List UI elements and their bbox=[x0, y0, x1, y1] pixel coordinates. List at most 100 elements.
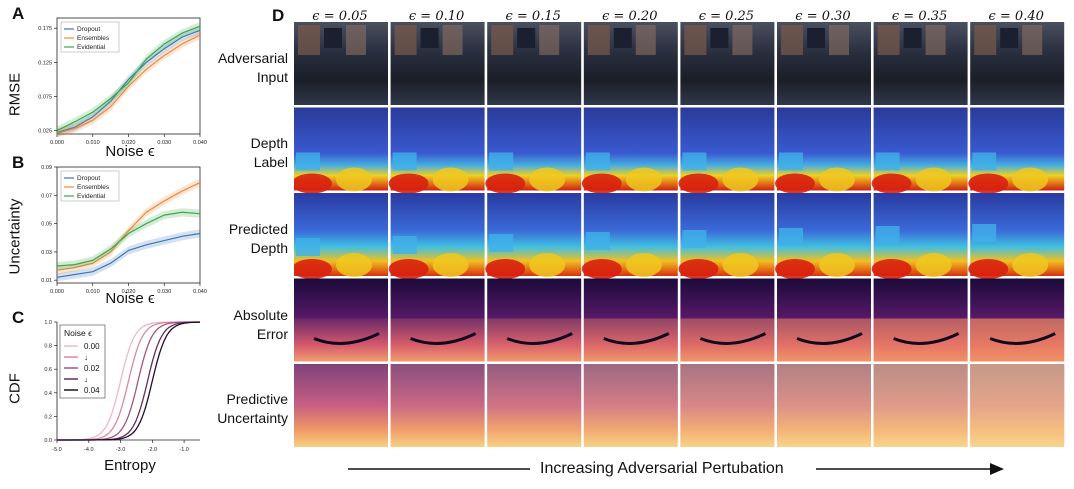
image-grid bbox=[294, 22, 1065, 447]
depth-object-shape bbox=[294, 259, 332, 279]
column-header: ϵ = 0.10 bbox=[408, 9, 465, 24]
column-header: ϵ = 0.15 bbox=[505, 9, 561, 24]
chart-b-xlabel: Noise ϵ bbox=[105, 290, 155, 307]
depth-object-shape bbox=[294, 173, 332, 194]
depth-object-shape bbox=[915, 167, 952, 192]
column-header: ϵ = 0.35 bbox=[891, 9, 948, 24]
column-header: ϵ = 0.25 bbox=[698, 9, 755, 24]
bookshelf-shape bbox=[974, 25, 997, 55]
chart-a-xtick-label: 0.040 bbox=[193, 140, 207, 146]
depth-object-shape bbox=[296, 152, 320, 171]
uncertainty-overlay-shape bbox=[777, 364, 871, 447]
uncertainty-overlay-shape bbox=[487, 364, 582, 447]
depth-object-shape bbox=[875, 152, 900, 171]
chart-b-band-dropout bbox=[57, 229, 200, 282]
chart-a-band-ensembles bbox=[57, 30, 200, 138]
chart-c-legend-label: ↓ bbox=[84, 375, 88, 384]
absolute-error-image bbox=[583, 278, 678, 362]
depth-object-shape bbox=[875, 226, 900, 244]
bookshelf-shape bbox=[925, 25, 946, 55]
bookshelf-shape bbox=[829, 25, 849, 55]
chart-c-legend-label: 0.04 bbox=[84, 386, 100, 395]
chart-b-ytick-label: 0.03 bbox=[41, 250, 52, 256]
row-label-line: Depth bbox=[250, 240, 288, 256]
depth-object-shape bbox=[1012, 253, 1049, 277]
depth-object-shape bbox=[722, 253, 759, 277]
bookshelf-shape bbox=[877, 25, 900, 55]
chart-c-xlabel: Entropy bbox=[104, 457, 156, 474]
depth-object-shape bbox=[489, 152, 514, 171]
row-label-line: Predictive bbox=[226, 391, 288, 407]
error-region-shape bbox=[487, 318, 582, 362]
depth-object-shape bbox=[915, 253, 952, 277]
depth-object-shape bbox=[432, 167, 469, 192]
depth-object-shape bbox=[775, 259, 815, 279]
depth-object-shape bbox=[485, 173, 526, 194]
depth-object-shape bbox=[678, 173, 719, 194]
column-header: ϵ = 0.30 bbox=[795, 9, 851, 24]
predictive-uncertainty-image bbox=[294, 364, 388, 447]
depth-object-shape bbox=[336, 253, 372, 277]
depth-object-shape bbox=[388, 173, 429, 194]
bookshelf-shape bbox=[346, 25, 366, 55]
depth-object-shape bbox=[722, 167, 759, 192]
depth-object-shape bbox=[585, 152, 610, 171]
chart-b-line-dropout bbox=[56, 232, 201, 278]
panel-letter-c: C bbox=[12, 308, 25, 327]
chart-c-legend-label: 0.02 bbox=[84, 364, 100, 373]
column-header: ϵ = 0.20 bbox=[602, 9, 658, 24]
row-label-line: Depth bbox=[250, 135, 288, 151]
error-edge-shape bbox=[313, 332, 380, 345]
chart-a-legend-label: Dropout bbox=[77, 26, 100, 33]
chart-a-band-dropout bbox=[57, 26, 200, 137]
depth-object-shape bbox=[682, 152, 707, 171]
error-edge-shape bbox=[410, 332, 477, 345]
chart-a-ytick-label: 0.175 bbox=[38, 26, 52, 32]
depth-object-shape bbox=[585, 232, 610, 250]
error-edge-shape bbox=[893, 332, 960, 345]
window-shape bbox=[710, 28, 729, 48]
chart-b-ytick-label: 0.07 bbox=[41, 193, 52, 199]
chart-c-ytick-label: 1.0 bbox=[44, 320, 52, 326]
chart-b-xtick-label: 0.030 bbox=[157, 289, 171, 295]
chart-a-line-evidential bbox=[56, 25, 201, 132]
bookshelf-shape bbox=[539, 25, 560, 55]
bookshelf-shape bbox=[442, 25, 463, 55]
chart-a-xtick-label: 0.010 bbox=[86, 140, 100, 146]
absolute-error-image bbox=[390, 278, 485, 362]
chart-c-xtick-label: -5.0 bbox=[52, 447, 61, 453]
uncertainty-overlay-shape bbox=[680, 364, 775, 447]
depth-object-shape bbox=[489, 234, 514, 252]
bookshelf-shape bbox=[394, 25, 417, 55]
chart-c-xtick-label: -4.0 bbox=[84, 447, 93, 453]
chart-b: 0.000 0.010 0.020 0.030 0.040 0.01 0.03 0.05 0.0… bbox=[41, 165, 207, 295]
chart-a-xtick-label: 0.030 bbox=[157, 140, 171, 146]
error-region-shape bbox=[777, 318, 871, 362]
error-edge-shape bbox=[796, 332, 863, 345]
absolute-error-image bbox=[294, 278, 388, 362]
chart-b-legend-label: Ensembles bbox=[77, 184, 110, 191]
row-label: Adversarial Input bbox=[208, 49, 288, 87]
error-region-shape bbox=[680, 318, 775, 362]
row-label-line: Label bbox=[253, 154, 288, 170]
window-shape bbox=[613, 28, 632, 48]
chart-b-line-evidential bbox=[56, 211, 201, 267]
depth-object-shape bbox=[682, 230, 707, 248]
chart-a-line-dropout bbox=[56, 29, 201, 134]
error-region-shape bbox=[970, 318, 1065, 362]
bookshelf-shape bbox=[1022, 25, 1043, 55]
depth-object-shape bbox=[392, 236, 417, 254]
row-label: Absolute Error bbox=[208, 306, 288, 344]
chart-b-xtick-label: 0.040 bbox=[193, 289, 207, 295]
chart-a-legend-label: Ensembles bbox=[77, 35, 110, 42]
depth-object-shape bbox=[1012, 167, 1049, 192]
chart-b-band-evidential bbox=[57, 208, 200, 271]
absolute-error-image bbox=[487, 278, 582, 362]
chart-c-ytick-label: 0.0 bbox=[44, 438, 52, 444]
window-shape bbox=[324, 28, 342, 48]
chart-c-xtick-label: -1.0 bbox=[179, 447, 188, 453]
panel-letter-a: A bbox=[12, 4, 25, 23]
depth-object-shape bbox=[871, 173, 912, 194]
chart-a-ytick-label: 0.025 bbox=[38, 129, 52, 135]
chart-b-ytick-label: 0.09 bbox=[41, 165, 52, 171]
